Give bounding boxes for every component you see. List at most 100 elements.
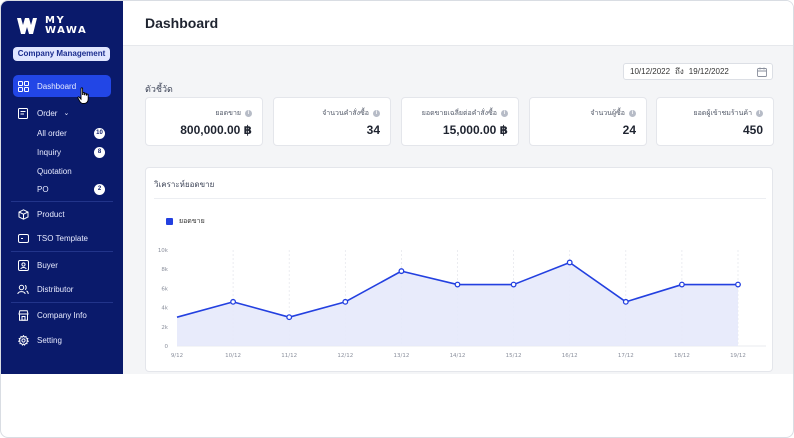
series-area <box>177 262 738 346</box>
kpi-label: จำนวนผู้ซื้อ <box>590 110 625 117</box>
sidebar-item-label: Order <box>37 108 58 118</box>
kpi-value: 800,000.00 ฿ <box>180 123 252 137</box>
store-icon <box>17 309 29 321</box>
kpi-label: ยอดผู้เข้าชมร้านค้า <box>693 110 752 117</box>
sales-chart: 0 2k 4k 6k 8k 10k 9/12 10/12 11/12 12/12 13/12 14/1… <box>158 248 766 359</box>
data-point <box>454 281 461 288</box>
kpi-label: จำนวนคำสั่งซื้อ <box>322 110 369 117</box>
sidebar-item-label: Dashboard <box>37 81 77 91</box>
users-icon <box>17 283 29 295</box>
sidebar: MY WAWA Company Management Dashboard Ord… <box>1 1 123 374</box>
kpi-value: 15,000.00 ฿ <box>442 123 508 137</box>
sales-analysis-card: 0 2k 4k 6k 8k 10k 9/12 10/12 11/12 12/12 13/12 14/1… <box>145 167 773 372</box>
data-point <box>342 298 349 305</box>
y-tick-label: 10k <box>158 248 169 254</box>
count-badge: 2 <box>94 183 105 195</box>
sidebar-item-label: Distributor <box>37 284 74 294</box>
wawa-logo-icon <box>17 18 37 34</box>
subitem-label: Inquiry <box>37 147 62 157</box>
x-tick-label: 9/12 <box>171 353 183 359</box>
date-from: 10/12/2022 <box>630 67 671 76</box>
data-point <box>566 259 573 266</box>
template-icon <box>17 232 29 244</box>
subitem-label: All order <box>37 128 67 138</box>
legend-swatch <box>166 218 173 225</box>
sidebar-subitem-po[interactable]: PO 2 <box>37 182 105 196</box>
kpi-card-avg-order: ยอดขายเฉลี่ยต่อคำสั่งซื้อ i 15,000.00 ฿ <box>401 97 519 146</box>
chart-divider <box>154 198 766 199</box>
x-tick-label: 18/12 <box>674 353 690 359</box>
sidebar-item-label: Buyer <box>37 260 58 270</box>
sidebar-divider <box>11 251 113 252</box>
x-tick-label: 14/12 <box>450 353 466 359</box>
sidebar-item-label: TSO Template <box>37 233 88 243</box>
receipt-icon <box>17 107 29 119</box>
y-tick-label: 6k <box>161 286 168 292</box>
x-tick-label: 19/12 <box>730 353 746 359</box>
chart-title: วิเคราะห์ยอดขาย <box>154 180 215 189</box>
sidebar-item-order[interactable]: Order ⌄ <box>13 102 111 124</box>
subitem-label: PO <box>37 184 49 194</box>
kpi-value: 24 <box>622 123 636 137</box>
kpi-value: 34 <box>366 123 380 137</box>
sidebar-item-label: Setting <box>37 335 62 345</box>
y-tick-label: 0 <box>165 344 169 350</box>
data-point <box>286 314 293 321</box>
y-tick-label: 2k <box>161 325 168 331</box>
sidebar-item-distributor[interactable]: Distributor <box>13 278 111 300</box>
sidebar-subitem-all-order[interactable]: All order 10 <box>37 126 105 140</box>
hand-cursor-icon <box>77 87 89 104</box>
kpi-card-visitors: ยอดผู้เข้าชมร้านค้า i 450 <box>656 97 774 146</box>
company-management-badge: Company Management <box>13 47 110 61</box>
sidebar-item-buyer[interactable]: Buyer <box>13 254 111 276</box>
kpi-section-label: ตัวชี้วัด <box>145 84 173 94</box>
kpi-card-orders: จำนวนคำสั่งซื้อ i 34 <box>273 97 391 146</box>
kpi-label: ยอดขาย <box>215 110 241 117</box>
brand-logo[interactable]: MY WAWA <box>15 15 87 37</box>
gear-icon <box>17 334 29 346</box>
info-icon[interactable]: i <box>629 110 636 117</box>
x-tick-label: 15/12 <box>506 353 522 359</box>
dashboard-grid-icon <box>17 80 29 92</box>
topbar: Dashboard <box>123 1 793 46</box>
data-point <box>510 281 517 288</box>
sidebar-item-label: Company Info <box>37 310 87 320</box>
page-title: Dashboard <box>145 15 219 31</box>
sidebar-divider <box>11 302 113 303</box>
box-icon <box>17 208 29 220</box>
sidebar-item-company-info[interactable]: Company Info <box>13 304 111 326</box>
chevron-down-icon: ⌄ <box>63 110 70 117</box>
info-icon[interactable]: i <box>373 110 380 117</box>
date-to: 19/12/2022 <box>688 67 729 76</box>
data-point <box>735 281 741 288</box>
count-badge: 10 <box>94 127 105 139</box>
chart-legend[interactable]: ยอดขาย <box>166 216 205 227</box>
kpi-value: 450 <box>742 123 763 137</box>
x-tick-label: 16/12 <box>562 353 578 359</box>
logo-text-my: MY <box>45 15 66 26</box>
sidebar-subitem-inquiry[interactable]: Inquiry 8 <box>37 145 105 159</box>
main-content: Dashboard 10/12/2022 ถึง 19/12/2022 ตัวช… <box>123 1 793 374</box>
subitem-label: Quotation <box>37 166 72 176</box>
y-tick-label: 4k <box>161 306 168 312</box>
y-tick-label: 8k <box>161 267 168 273</box>
sidebar-item-setting[interactable]: Setting <box>13 329 111 351</box>
date-separator: ถึง <box>675 67 684 76</box>
data-point <box>398 268 405 275</box>
sidebar-item-dashboard[interactable]: Dashboard <box>13 75 111 97</box>
sidebar-subitem-quotation[interactable]: Quotation <box>37 164 105 178</box>
count-badge: 8 <box>94 146 105 158</box>
data-point <box>678 281 685 288</box>
sidebar-item-tso-template[interactable]: TSO Template <box>13 227 111 249</box>
info-icon[interactable]: i <box>756 110 763 117</box>
legend-label: ยอดขาย <box>179 218 205 225</box>
data-point <box>622 298 629 305</box>
data-point <box>230 298 237 305</box>
sidebar-item-product[interactable]: Product <box>13 203 111 225</box>
calendar-icon <box>757 67 767 79</box>
info-icon[interactable]: i <box>501 110 508 117</box>
info-icon[interactable]: i <box>245 110 252 117</box>
date-range-picker[interactable]: 10/12/2022 ถึง 19/12/2022 <box>623 63 773 80</box>
x-tick-label: 12/12 <box>337 353 353 359</box>
